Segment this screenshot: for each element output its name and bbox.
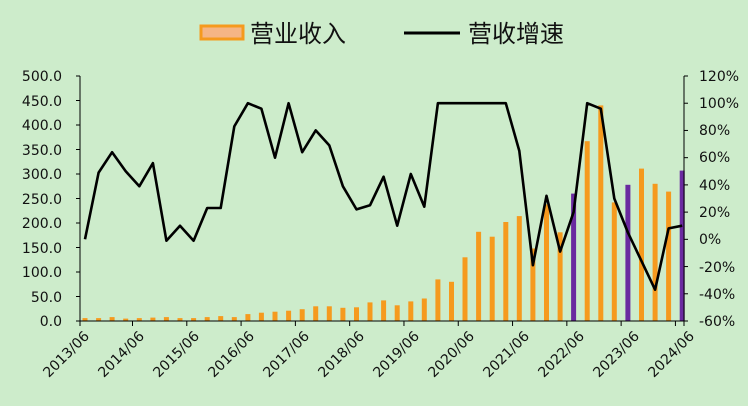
revenue-bar	[421, 298, 427, 321]
left-tick-label: 150.0	[22, 241, 62, 257]
revenue-bar	[123, 318, 129, 321]
revenue-bar	[571, 193, 577, 321]
revenue-bar	[652, 183, 658, 321]
left-tick-label: 400.0	[22, 118, 62, 134]
revenue-bar	[191, 318, 197, 321]
revenue-bar	[408, 301, 414, 321]
revenue-bar	[258, 312, 264, 321]
right-axis: -60% -40% -20% 0% 20% 40% 60% 80% 100% 1…	[699, 69, 739, 330]
revenue-bar	[367, 302, 373, 321]
revenue-bar	[476, 231, 482, 321]
right-tick-label: -20%	[699, 260, 735, 276]
revenue-bar	[82, 318, 88, 321]
revenue-bar	[544, 204, 549, 321]
right-tick-label: 20%	[699, 205, 730, 221]
left-tick-label: 300.0	[22, 167, 62, 183]
revenue-bar	[299, 309, 305, 321]
left-tick-label: 350.0	[22, 143, 62, 159]
revenue-bar	[136, 318, 142, 321]
left-tick-label: 450.0	[22, 94, 62, 110]
revenue-bar	[326, 306, 332, 321]
legend: 营业收入 营收增速	[199, 20, 564, 48]
revenue-bar	[150, 317, 156, 321]
revenue-bar	[666, 191, 672, 321]
left-tick-label: 200.0	[22, 216, 62, 232]
revenue-bar	[354, 307, 359, 321]
revenue-bar	[218, 316, 224, 321]
right-tick-label: -60%	[699, 314, 735, 330]
left-tick-marks	[76, 75, 80, 322]
revenue-bar	[177, 318, 183, 321]
right-tick-label: 120%	[699, 69, 739, 85]
revenue-bar	[435, 279, 441, 321]
revenue-bar	[272, 311, 278, 321]
revenue-bar	[625, 184, 631, 321]
revenue-bar	[516, 216, 522, 321]
right-tick-marks	[684, 75, 688, 322]
revenue-bar	[557, 232, 563, 321]
left-tick-label: 500.0	[22, 69, 62, 85]
revenue-bar	[340, 307, 346, 321]
revenue-bar	[313, 306, 319, 321]
revenue-bar	[381, 300, 387, 321]
left-axis: 0.0 50.0 100.0 150.0 200.0 250.0 300.0 3…	[22, 69, 62, 330]
revenue-bar	[584, 141, 590, 321]
legend-label-growth: 营收增速	[468, 20, 564, 48]
revenue-bars	[82, 105, 685, 322]
x-tick-marks	[79, 321, 685, 326]
legend-label-revenue: 营业收入	[250, 20, 346, 48]
revenue-bar	[394, 305, 400, 321]
right-tick-label: 100%	[699, 96, 739, 112]
revenue-bar	[598, 105, 604, 322]
legend-swatch-bar	[199, 24, 245, 41]
right-tick-label: 60%	[699, 150, 730, 166]
revenue-bar	[503, 222, 509, 321]
revenue-bar	[611, 202, 617, 321]
right-tick-label: 0%	[699, 232, 721, 248]
revenue-bar	[163, 317, 169, 321]
right-tick-label: -40%	[699, 287, 735, 303]
left-tick-label: 100.0	[22, 265, 62, 281]
right-tick-label: 40%	[699, 178, 730, 194]
revenue-bar	[462, 257, 468, 321]
right-tick-label: 80%	[699, 123, 730, 139]
revenue-bar	[96, 318, 102, 321]
revenue-bar	[489, 236, 495, 321]
revenue-bar	[449, 281, 454, 321]
revenue-bar	[231, 317, 237, 321]
revenue-bar	[639, 168, 644, 321]
left-tick-label: 50.0	[31, 290, 62, 306]
revenue-bar	[530, 248, 536, 321]
revenue-bar	[245, 314, 251, 321]
revenue-bar	[109, 317, 115, 321]
growth-line	[83, 101, 683, 291]
left-tick-label: 0.0	[40, 314, 62, 330]
revenue-bar	[204, 317, 210, 321]
revenue-bar	[679, 170, 685, 321]
left-tick-label: 250.0	[22, 192, 62, 208]
revenue-bar	[286, 310, 292, 321]
